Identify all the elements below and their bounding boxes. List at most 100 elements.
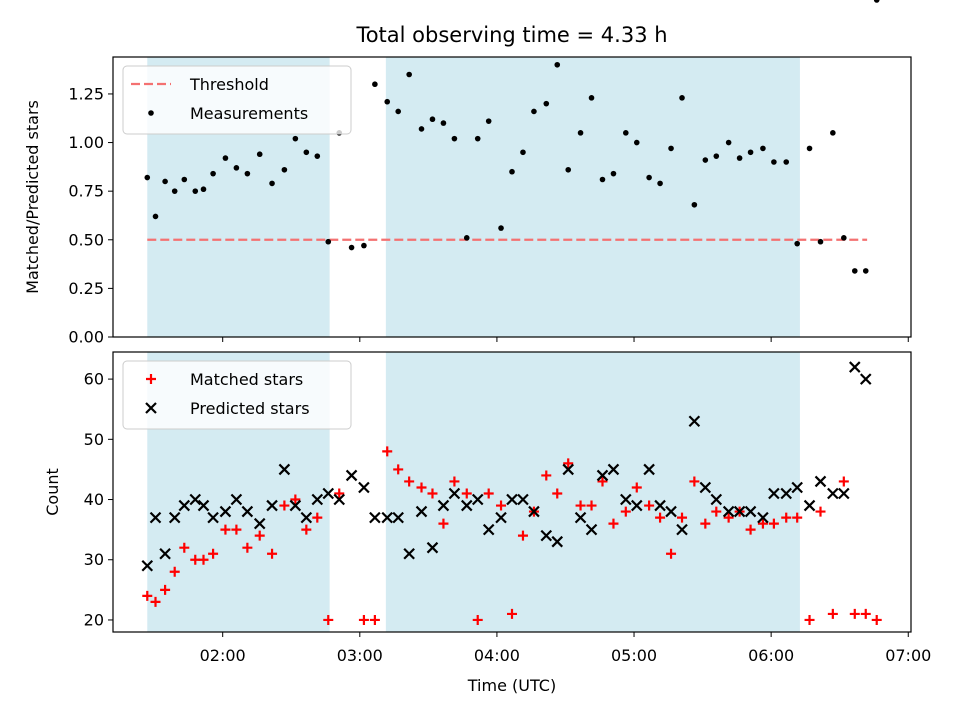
x-tick-label: 04:00 <box>474 646 520 665</box>
data-point <box>528 505 540 518</box>
data-point <box>540 529 553 542</box>
data-point <box>700 518 711 529</box>
legend: Matched stars Predicted stars <box>122 360 352 430</box>
data-point <box>702 157 709 163</box>
data-point <box>149 511 162 524</box>
data-point <box>608 518 619 529</box>
data-point <box>531 108 537 115</box>
data-point <box>208 548 219 559</box>
data-point <box>689 476 700 487</box>
data-point <box>792 512 803 523</box>
data-point <box>827 608 838 619</box>
data-point <box>543 100 550 107</box>
y-axis-label: Matched/Predicted stars <box>23 100 42 294</box>
data-point <box>437 499 450 512</box>
data-point <box>771 159 777 165</box>
data-point <box>403 547 415 560</box>
data-point <box>281 166 288 173</box>
data-point <box>747 149 754 156</box>
legend-label: Measurements <box>190 104 308 123</box>
data-point <box>463 235 470 241</box>
data-point <box>668 145 674 152</box>
y-tick-label: 60 <box>84 370 104 389</box>
data-point <box>599 176 606 183</box>
data-point <box>655 512 666 523</box>
data-point <box>623 130 629 136</box>
data-point <box>144 174 151 181</box>
data-point <box>575 500 586 511</box>
data-point <box>691 201 698 208</box>
legend-box <box>122 360 352 430</box>
data-point <box>314 153 321 159</box>
data-point <box>781 512 792 523</box>
x-tick-label: 06:00 <box>748 646 794 665</box>
data-point <box>345 469 358 482</box>
data-point <box>654 499 666 512</box>
data-point <box>725 139 732 146</box>
data-point <box>348 244 355 251</box>
data-point <box>827 487 839 500</box>
data-point <box>207 511 219 524</box>
data-point <box>323 614 334 625</box>
data-point <box>586 500 597 511</box>
data-point <box>169 566 180 577</box>
legend-box <box>122 65 352 135</box>
shaded-interval-1 <box>385 352 800 632</box>
legend-item-predicted-stars: Predicted stars <box>145 399 310 418</box>
x-tick-label: 07:00 <box>885 646 931 665</box>
data-point <box>768 487 780 500</box>
data-point <box>267 548 278 559</box>
data-point <box>610 170 617 177</box>
data-point <box>507 608 517 619</box>
chart-title: Total observing time = 4.33 h <box>355 23 667 47</box>
data-point <box>200 186 207 193</box>
data-point <box>418 126 425 132</box>
data-point <box>253 517 266 530</box>
data-point <box>677 512 688 523</box>
data-point <box>620 506 631 517</box>
legend-label: Matched stars <box>190 370 303 389</box>
data-point <box>181 176 188 183</box>
data-point <box>862 268 869 274</box>
data-point <box>552 488 563 499</box>
data-point <box>160 584 171 595</box>
data-point <box>830 130 836 136</box>
data-point <box>382 446 393 457</box>
data-point <box>369 614 380 625</box>
series-measurements <box>144 0 880 274</box>
data-point <box>815 506 826 517</box>
x-tick-label: 02:00 <box>200 646 246 665</box>
y-axis-label: Count <box>43 468 62 516</box>
panel-counts: 20 30 40 50 60 02:00 03:00 04:00 05:00 06:00 07:00… <box>43 352 931 665</box>
legend-label: Threshold <box>189 75 269 94</box>
data-point <box>210 170 216 177</box>
data-point <box>474 135 481 142</box>
data-point <box>665 505 677 518</box>
data-point <box>688 415 701 428</box>
data-point <box>723 512 734 523</box>
data-point <box>873 0 880 3</box>
data-point <box>509 168 515 175</box>
data-point <box>290 494 301 505</box>
shaded-interval-1 <box>385 57 800 337</box>
data-point <box>620 493 632 506</box>
data-point <box>757 511 769 524</box>
data-point <box>142 590 153 601</box>
data-point <box>736 155 743 161</box>
data-point <box>372 81 378 88</box>
y-tick-label: 40 <box>84 490 104 509</box>
data-point <box>197 499 210 512</box>
data-point <box>485 118 492 124</box>
data-point <box>168 511 181 524</box>
series-predicted-stars <box>142 362 872 572</box>
data-point <box>768 518 779 529</box>
data-point <box>427 488 438 499</box>
data-point <box>426 541 439 554</box>
data-point <box>395 108 401 115</box>
legend-item-threshold: Threshold <box>131 75 269 94</box>
y-tick-label: 0.25 <box>68 279 104 298</box>
data-point <box>279 500 290 511</box>
data-point <box>404 476 415 487</box>
data-point <box>266 499 278 512</box>
data-point <box>222 155 229 161</box>
